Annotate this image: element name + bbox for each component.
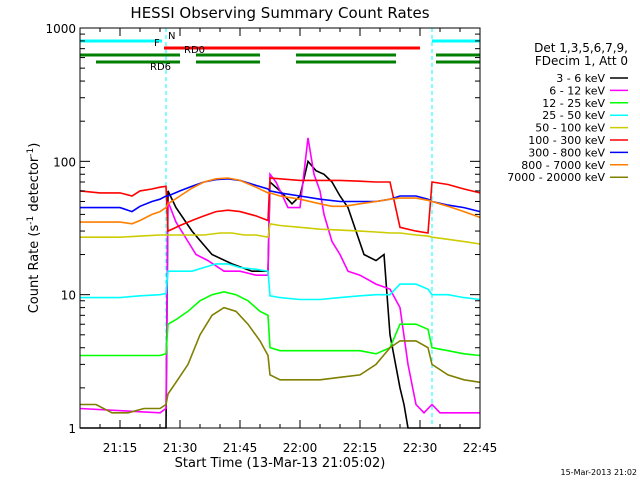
y-tick-label: 1000: [45, 22, 76, 36]
series-line-800-7000-kev: [80, 177, 481, 225]
series-line-25-50-kev: [80, 263, 481, 301]
series-lines: [79, 137, 481, 429]
x-tick-label: 22:30: [403, 441, 438, 455]
status-bar-label-n: N: [168, 31, 175, 42]
x-tick-label: 22:45: [463, 441, 498, 455]
y-axis-label: Count Rate (s-1 detector-1): [26, 143, 42, 314]
legend-label-3-6-kev: 3 - 6 keV: [556, 72, 605, 85]
x-axis: 21:15 21:30 21:45 22:00 22:15 22:30 22:45: [79, 28, 498, 455]
x-tick-label: 21:45: [223, 441, 258, 455]
legend-header-line-2: FDecim 1, Att 0: [535, 54, 628, 68]
series-line-50-100-kev: [80, 222, 481, 245]
legend-label-12-25-kev: 12 - 25 keV: [542, 97, 605, 110]
x-axis-label: Start Time (13-Mar-13 21:05:02): [175, 456, 386, 471]
footer-date: 15-Mar-2013 21:02: [561, 468, 638, 477]
series-line-3-6-kev: [80, 159, 480, 429]
legend-label-6-12-kev: 6 - 12 keV: [549, 84, 605, 97]
x-tick-label: 21:30: [163, 441, 198, 455]
series-line-7000-20000-kev: [80, 306, 481, 414]
x-tick-label: 21:15: [103, 441, 138, 455]
series-line-300-800-kev: [80, 177, 481, 213]
legend-label-50-100-kev: 50 - 100 keV: [535, 122, 605, 135]
night-boundary-lines: [165, 28, 433, 428]
y-axis: 1 10 100 1000: [45, 22, 480, 436]
x-tick-label: 22:15: [343, 441, 378, 455]
chart-title: HESSI Observing Summary Count Rates: [130, 4, 429, 22]
plot-frame: [79, 27, 481, 429]
legend-label-7000-20000-kev: 7000 - 20000 keV: [507, 171, 605, 184]
status-bar-label-rd0: RD0: [184, 45, 205, 56]
legend-label-25-50-kev: 25 - 50 keV: [542, 109, 605, 122]
legend-label-800-7000-kev: 800 - 7000 keV: [521, 159, 605, 172]
y-tick-label: 1: [68, 422, 76, 436]
status-bar-label-rd6: RD6: [150, 62, 171, 73]
series-line-6-12-kev: [79, 137, 480, 414]
legend-label-300-800-kev: 300 - 800 keV: [528, 146, 605, 159]
status-bars: NF RD0 RD6: [80, 31, 480, 73]
series-line-100-300-kev: [79, 177, 481, 234]
x-tick-label: 22:00: [283, 441, 318, 455]
legend-header-line-1: Det 1,3,5,6,7,9,: [534, 41, 628, 55]
legend-label-100-300-kev: 100 - 300 keV: [528, 134, 605, 147]
status-bar-label-f: F: [154, 38, 160, 49]
y-tick-label: 10: [61, 289, 76, 303]
series-line-12-25-kev: [80, 290, 481, 357]
y-tick-label: 100: [53, 155, 76, 169]
